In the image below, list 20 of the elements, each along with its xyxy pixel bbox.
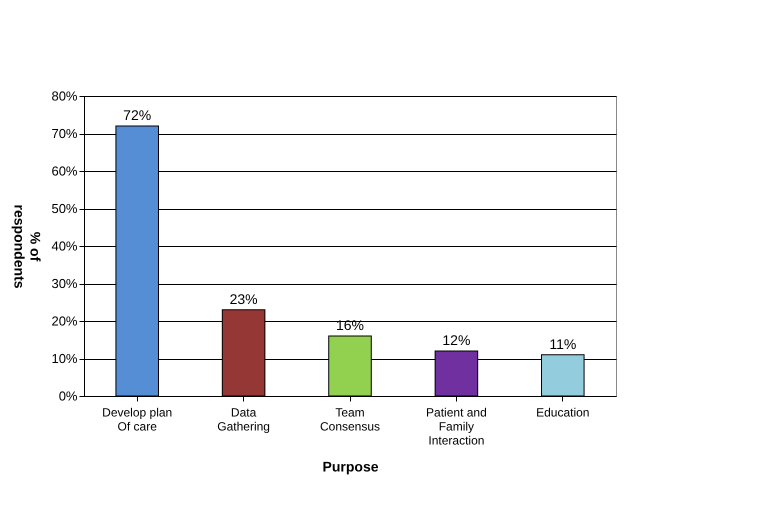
y-tick-label: 40%	[51, 238, 78, 254]
data-label: 12%	[442, 332, 470, 348]
x-tick-label: Patient and Family Interaction	[426, 406, 487, 448]
x-axis-title: Purpose	[322, 458, 379, 474]
x-tick-label: Develop plan Of care	[102, 406, 172, 434]
y-tick-label: 70%	[51, 126, 78, 141]
y-tick-label: 0%	[58, 388, 78, 404]
x-tick-label: Education	[536, 406, 590, 420]
x-tick-label: Data Gathering	[217, 406, 270, 434]
x-tick-label: Team Consensus	[320, 406, 380, 434]
y-tick-label: 80%	[51, 88, 78, 104]
y-tick-label: 50%	[51, 201, 78, 216]
data-label: 11%	[549, 336, 576, 352]
data-label: 23%	[230, 290, 258, 307]
y-tick-label: 30%	[51, 276, 78, 291]
y-tick-label: 20%	[51, 314, 78, 328]
y-axis-title: % of respondents	[11, 204, 44, 289]
data-label: 72%	[123, 107, 152, 123]
y-tick-label: 60%	[51, 164, 78, 178]
y-tick-label: 10%	[51, 351, 78, 366]
